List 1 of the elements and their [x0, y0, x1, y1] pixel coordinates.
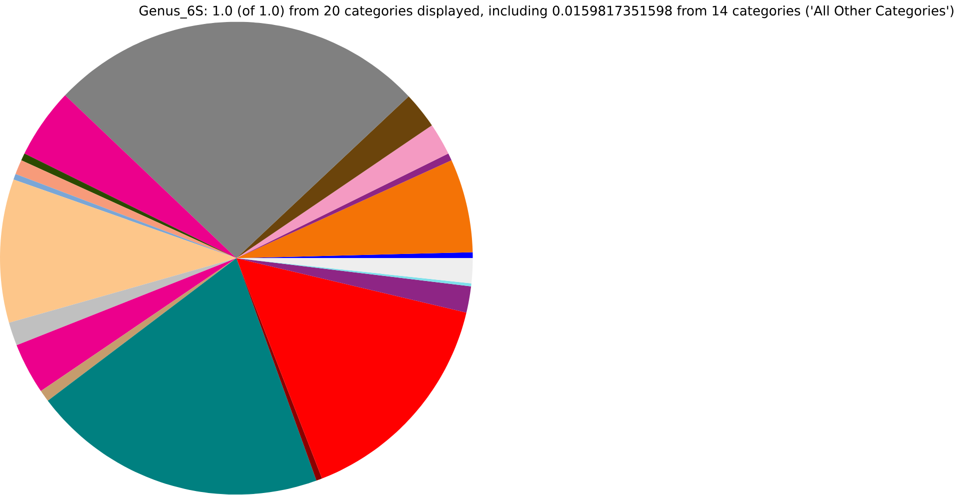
text: Genus_6S: 1.0 (of 1.0) from 20 categories displayed, including 0.0159817351598 from 14 categories ('All Other Categories')	[139, 6, 954, 19]
